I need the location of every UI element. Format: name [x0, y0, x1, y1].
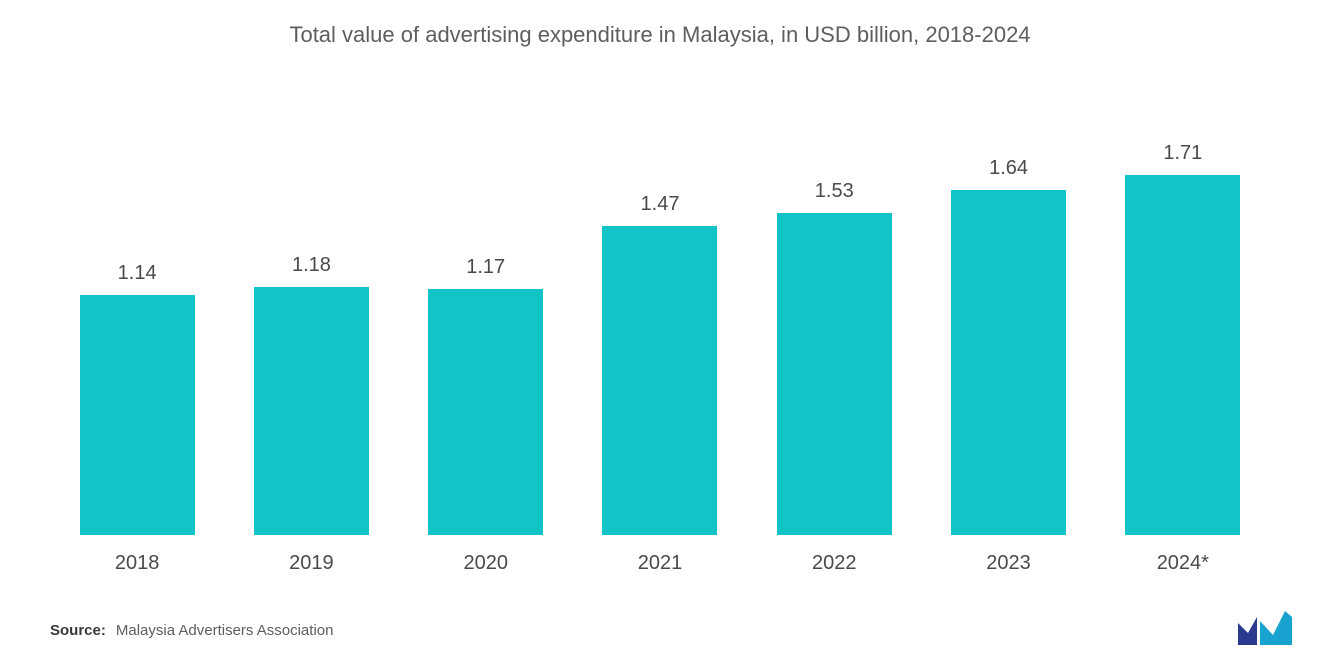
bar	[602, 226, 717, 535]
x-axis: 2018 2019 2020 2021 2022 2023 2024*	[50, 552, 1270, 575]
source-label: Source:	[50, 622, 106, 639]
bar	[951, 190, 1066, 535]
bar-value-label: 1.17	[466, 256, 505, 279]
x-tick-label: 2018	[50, 552, 224, 575]
bar-value-label: 1.64	[989, 157, 1028, 180]
bar	[80, 295, 195, 535]
bar-value-label: 1.71	[1163, 142, 1202, 165]
x-tick-label: 2024*	[1096, 552, 1270, 575]
x-tick-label: 2020	[399, 552, 573, 575]
x-tick-label: 2021	[573, 552, 747, 575]
bar-slot: 1.47	[573, 80, 747, 535]
bar-slot: 1.14	[50, 80, 224, 535]
bar	[428, 289, 543, 535]
bar-slot: 1.18	[224, 80, 398, 535]
bar-slot: 1.17	[399, 80, 573, 535]
source-text: Malaysia Advertisers Association	[116, 622, 334, 639]
bar-value-label: 1.14	[118, 262, 157, 285]
source-footer: Source: Malaysia Advertisers Association	[50, 622, 333, 639]
bar	[1125, 175, 1240, 535]
bar	[254, 287, 369, 535]
bar-value-label: 1.18	[292, 254, 331, 277]
bar	[777, 213, 892, 535]
x-tick-label: 2019	[224, 552, 398, 575]
bar-slot: 1.71	[1096, 80, 1270, 535]
bar-value-label: 1.47	[641, 193, 680, 216]
bar-value-label: 1.53	[815, 180, 854, 203]
x-tick-label: 2022	[747, 552, 921, 575]
bar-slot: 1.53	[747, 80, 921, 535]
chart-plot-area: 1.14 1.18 1.17 1.47 1.53 1.64 1.71	[50, 80, 1270, 535]
x-tick-label: 2023	[921, 552, 1095, 575]
chart-title: Total value of advertising expenditure i…	[0, 0, 1320, 48]
mordor-logo-icon	[1238, 609, 1292, 645]
bar-slot: 1.64	[921, 80, 1095, 535]
